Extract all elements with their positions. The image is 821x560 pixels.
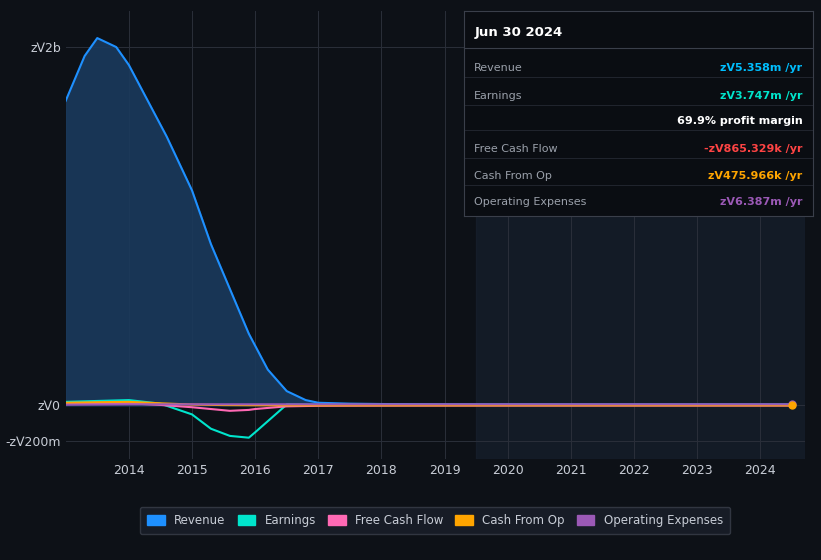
Text: zᐯ5.358m /yr: zᐯ5.358m /yr: [720, 63, 802, 73]
Text: zᐯ475.966k /yr: zᐯ475.966k /yr: [708, 171, 802, 181]
Text: zᐯ3.747m /yr: zᐯ3.747m /yr: [720, 91, 802, 101]
Text: zᐯ6.387m /yr: zᐯ6.387m /yr: [720, 198, 802, 207]
Text: Cash From Op: Cash From Op: [475, 171, 553, 181]
Text: Operating Expenses: Operating Expenses: [475, 198, 587, 207]
Bar: [476, 11, 805, 459]
Text: -zᐯ865.329k /yr: -zᐯ865.329k /yr: [704, 144, 802, 155]
Text: Earnings: Earnings: [475, 91, 523, 101]
Text: Revenue: Revenue: [475, 63, 523, 73]
Text: 69.9% profit margin: 69.9% profit margin: [677, 116, 802, 125]
Text: Free Cash Flow: Free Cash Flow: [475, 144, 558, 155]
Legend: Revenue, Earnings, Free Cash Flow, Cash From Op, Operating Expenses: Revenue, Earnings, Free Cash Flow, Cash …: [140, 507, 730, 534]
Text: Jun 30 2024: Jun 30 2024: [475, 26, 562, 39]
